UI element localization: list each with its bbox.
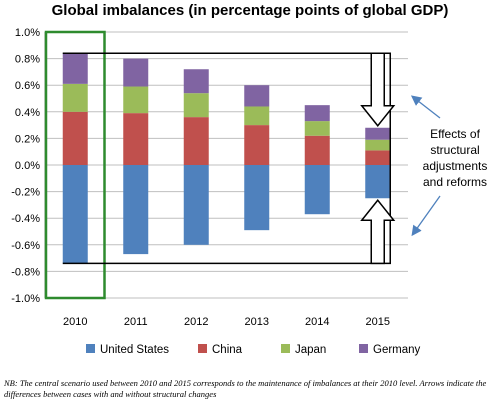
annotation-line: structural: [430, 143, 479, 157]
bar-segment: [304, 135, 330, 165]
y-tick-label: 0.4%: [15, 107, 40, 119]
bar-segment: [123, 165, 149, 255]
legend-label: Germany: [373, 344, 421, 356]
legend-label: China: [212, 344, 243, 356]
bar-segment: [183, 93, 209, 118]
x-tick-label: 2014: [305, 316, 329, 328]
bar-segment: [123, 58, 149, 87]
gridlines: [45, 31, 408, 299]
x-tick-label: 2013: [245, 316, 269, 328]
y-tick-label: 0.2%: [15, 133, 40, 145]
legend-swatch: [359, 344, 368, 353]
bar-segment: [365, 165, 391, 199]
legend-swatch: [86, 344, 95, 353]
highlight-box-2010: [44, 30, 106, 300]
bar-segment: [244, 125, 270, 165]
y-tick-label: -0.4%: [11, 213, 40, 225]
bar-segment: [304, 105, 330, 122]
bar-segment: [62, 111, 88, 165]
y-tick-label: -1.0%: [11, 293, 40, 305]
bar-segment: [365, 150, 391, 165]
x-tick-label: 2011: [124, 316, 148, 328]
annotation-text: Effects of structural adjustments and refor…: [423, 127, 488, 189]
bar-segment: [244, 165, 270, 231]
annotation-overlay: Effects of structural adjustments and refor…: [44, 30, 488, 300]
bar-segment: [304, 165, 330, 215]
bar-segment: [183, 165, 209, 245]
x-tick-label: 2012: [184, 316, 208, 328]
pointer-arrow-down: [411, 195, 441, 237]
bar-segment: [183, 117, 209, 165]
annotation-line: Effects of: [430, 127, 480, 141]
bar-segment: [62, 83, 88, 112]
x-tick-label: 2010: [63, 316, 87, 328]
bar-segment: [183, 69, 209, 94]
y-tick-label: 0.0%: [15, 160, 40, 172]
bar-segment: [123, 86, 149, 114]
bar-segment: [123, 113, 149, 165]
footnote: NB: The central scenario used between 20…: [4, 378, 487, 399]
annotation-line: and reforms: [423, 175, 487, 189]
up-arrow-icon: [360, 199, 396, 265]
bar-segment: [365, 139, 391, 151]
annotation-line: adjustments: [423, 159, 488, 173]
bar-segment: [62, 53, 88, 84]
bar-segment: [365, 127, 391, 140]
y-tick-label: 1.0%: [15, 27, 40, 39]
y-tick-label: 0.8%: [15, 54, 40, 66]
legend-label: Japan: [295, 344, 326, 356]
legend-label: United States: [100, 344, 169, 356]
x-tick-label: 2015: [366, 316, 390, 328]
legend-swatch: [198, 344, 207, 353]
down-arrow-icon: [360, 52, 396, 127]
baseline-2010-outline: [62, 52, 391, 265]
legend-swatch: [281, 344, 290, 353]
bar-segment: [244, 106, 270, 126]
chart-title: Global imbalances (in percentage points …: [51, 2, 449, 19]
y-tick-label: 0.6%: [15, 80, 40, 92]
pointer-arrow-up: [410, 95, 441, 119]
bar-segment: [62, 165, 88, 264]
bar-segment: [304, 121, 330, 136]
y-tick-label: -0.8%: [11, 266, 40, 278]
y-tick-label: -0.6%: [11, 240, 40, 252]
bar-segment: [244, 85, 270, 107]
y-tick-label: -0.2%: [11, 187, 40, 199]
bars: [62, 53, 391, 264]
legend: United States China Japan Germany: [86, 344, 421, 356]
